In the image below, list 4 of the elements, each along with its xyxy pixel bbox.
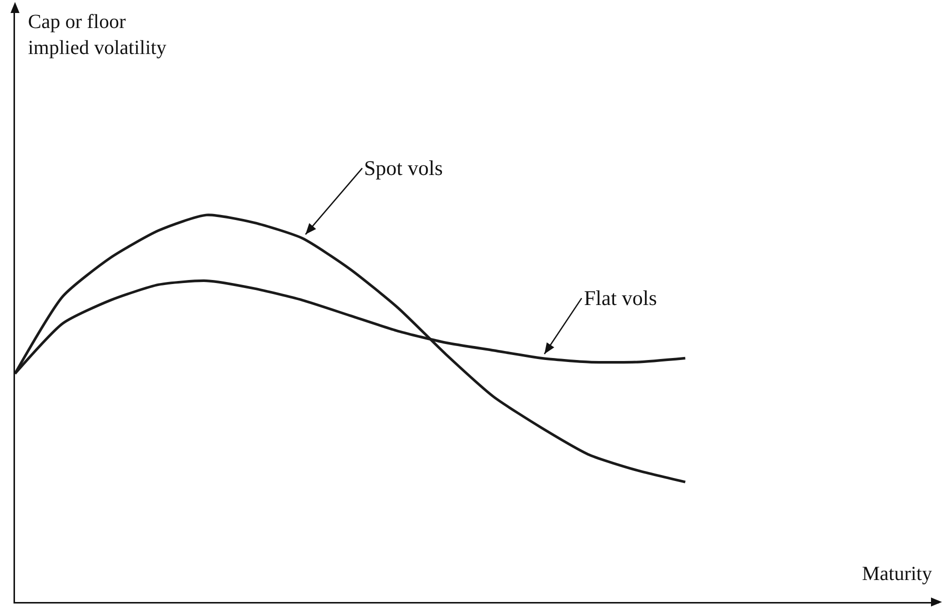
text: Spot vols [364,156,443,180]
text: Cap or floor implied volatility [28,11,166,59]
text: Flat vols [584,286,657,310]
text: Maturity [862,563,932,585]
